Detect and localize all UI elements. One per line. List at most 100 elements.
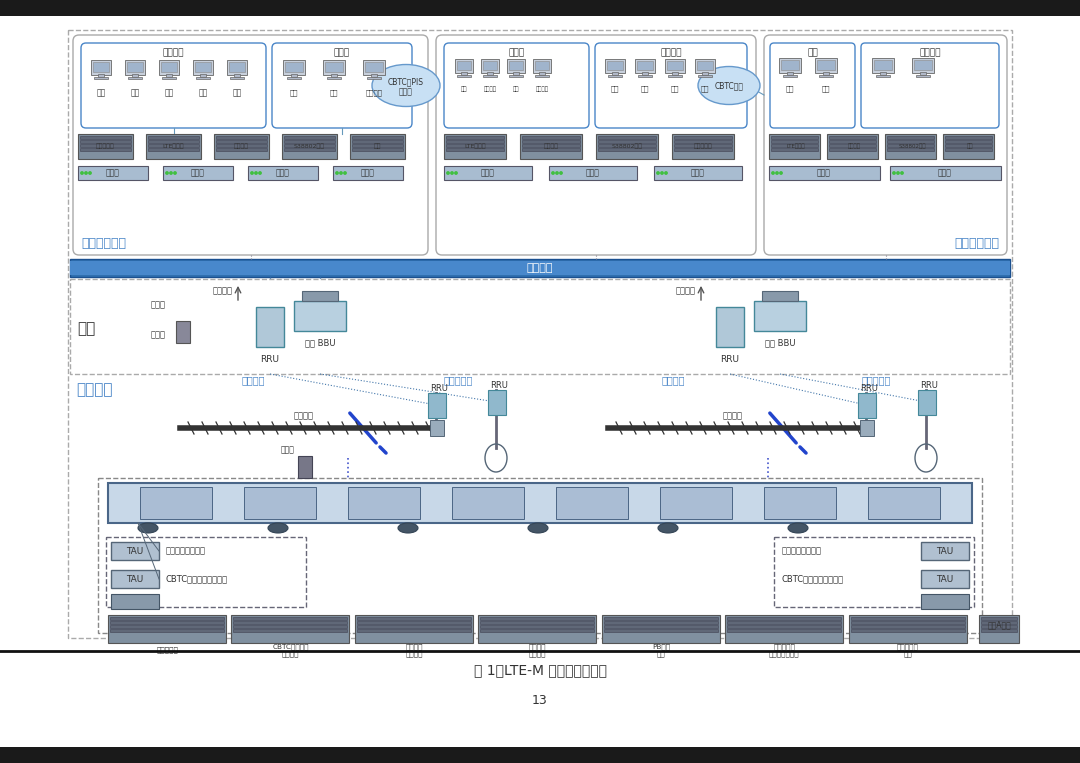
Bar: [457, 75, 471, 77]
Bar: [284, 136, 335, 139]
Text: 主用控制中心: 主用控制中心: [81, 237, 126, 250]
Bar: [669, 75, 681, 77]
Bar: [725, 615, 843, 643]
Bar: [660, 487, 732, 519]
Bar: [920, 72, 926, 75]
Text: 网管: 网管: [374, 143, 381, 149]
Bar: [860, 420, 874, 436]
Bar: [978, 615, 1020, 643]
Bar: [549, 166, 637, 180]
Circle shape: [343, 172, 347, 174]
Bar: [0, 0, 1080, 16]
Bar: [819, 75, 833, 77]
Bar: [244, 487, 316, 519]
Bar: [887, 140, 934, 143]
Bar: [483, 75, 497, 77]
Bar: [230, 77, 244, 79]
Text: 等系统: 等系统: [400, 87, 413, 96]
Bar: [70, 261, 1010, 275]
Bar: [216, 148, 267, 151]
Text: 调度服务器: 调度服务器: [693, 143, 713, 149]
Bar: [461, 72, 467, 75]
Bar: [233, 617, 348, 620]
Circle shape: [657, 172, 659, 174]
Bar: [509, 75, 523, 77]
Bar: [93, 62, 109, 72]
Bar: [481, 629, 594, 632]
Bar: [106, 537, 306, 607]
Bar: [781, 60, 799, 70]
Text: 备用控制中心: 备用控制中心: [954, 237, 999, 250]
Circle shape: [556, 172, 558, 174]
Bar: [446, 148, 504, 151]
Bar: [348, 487, 420, 519]
Text: 路由器: 路由器: [691, 169, 705, 178]
Bar: [330, 74, 337, 77]
Text: CBTC列车运行
控制信息: CBTC列车运行 控制信息: [272, 643, 309, 657]
Text: 环境: 环境: [131, 89, 139, 98]
Bar: [612, 72, 618, 75]
Bar: [372, 74, 377, 77]
Text: CBTC列车监控重组信息: CBTC列车监控重组信息: [782, 575, 845, 584]
Bar: [127, 62, 143, 72]
Text: 轨旁设备: 轨旁设备: [76, 382, 112, 398]
Text: TAU: TAU: [126, 546, 144, 555]
Bar: [945, 136, 993, 139]
Text: CBTC列车运行监控信息: CBTC列车运行监控信息: [166, 575, 228, 584]
Bar: [829, 144, 876, 147]
Bar: [607, 61, 623, 70]
Bar: [481, 621, 594, 624]
Bar: [522, 136, 580, 139]
Bar: [287, 77, 301, 79]
Bar: [771, 148, 818, 151]
Text: 车辆: 车辆: [701, 85, 710, 92]
Bar: [522, 148, 580, 151]
Bar: [352, 148, 403, 151]
Bar: [285, 62, 303, 72]
Bar: [522, 144, 580, 147]
Text: 网管: 网管: [967, 143, 973, 149]
Bar: [162, 77, 176, 79]
Bar: [68, 30, 1012, 638]
Bar: [481, 59, 499, 73]
Bar: [981, 625, 1017, 628]
Bar: [779, 58, 801, 73]
Bar: [111, 542, 159, 560]
Text: 子写台: 子写台: [150, 301, 165, 310]
Bar: [851, 629, 964, 632]
Text: 数据分析: 数据分析: [536, 86, 549, 92]
Circle shape: [255, 172, 257, 174]
Ellipse shape: [372, 65, 440, 107]
Bar: [638, 75, 652, 77]
Bar: [323, 60, 345, 75]
Text: 车站: 车站: [77, 321, 95, 336]
Bar: [887, 144, 934, 147]
Bar: [716, 307, 744, 347]
Bar: [727, 625, 841, 628]
Bar: [108, 615, 226, 643]
Bar: [702, 72, 708, 75]
Text: 跨站带: 跨站带: [276, 169, 289, 178]
Bar: [509, 61, 523, 70]
Text: 调度服务器: 调度服务器: [96, 143, 114, 149]
Bar: [774, 537, 974, 607]
Text: 交换机: 交换机: [818, 169, 831, 178]
Bar: [598, 136, 656, 139]
Text: 车载视频
监控业务: 车载视频 监控业务: [529, 643, 546, 657]
Bar: [637, 61, 653, 70]
Text: 列车运行状态信息: 列车运行状态信息: [782, 546, 822, 555]
Text: 调度大厅: 调度大厅: [660, 49, 681, 57]
Text: RRU: RRU: [490, 381, 508, 389]
Bar: [148, 148, 199, 151]
Bar: [216, 144, 267, 147]
Text: LTE核心网: LTE核心网: [786, 143, 806, 149]
Text: RRU: RRU: [920, 381, 937, 389]
Text: PB视频
业务: PB视频 业务: [652, 643, 670, 657]
Bar: [916, 75, 930, 77]
Bar: [783, 75, 797, 77]
Bar: [981, 621, 1017, 624]
Ellipse shape: [268, 523, 288, 533]
Text: 路由器: 路由器: [939, 169, 951, 178]
Bar: [858, 393, 876, 418]
Text: 网管室: 网管室: [334, 49, 350, 57]
